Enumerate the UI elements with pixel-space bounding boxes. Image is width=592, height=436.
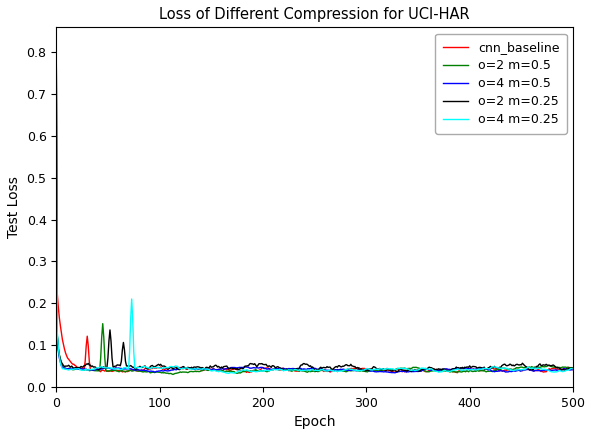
cnn_baseline [360, 366, 367, 371]
o=2 m=0.25 [298, 362, 305, 368]
o=2 m=0.25 [53, 37, 60, 42]
o=2 m=0.25 [477, 365, 484, 370]
o=4 m=0.5 [557, 368, 564, 373]
X-axis label: Epoch: Epoch [294, 415, 336, 429]
cnn_baseline [53, 276, 60, 281]
o=4 m=0.25 [568, 366, 575, 371]
cnn_baseline [477, 368, 484, 373]
o=4 m=0.25 [302, 368, 309, 373]
o=4 m=0.25 [226, 371, 233, 376]
Line: o=2 m=0.25: o=2 m=0.25 [56, 40, 572, 371]
o=2 m=0.5 [53, 37, 60, 42]
o=4 m=0.25 [299, 368, 306, 373]
cnn_baseline [298, 367, 305, 372]
o=4 m=0.25 [361, 368, 368, 373]
o=4 m=0.5 [568, 367, 575, 372]
o=2 m=0.25 [568, 365, 575, 371]
o=4 m=0.5 [477, 366, 484, 371]
Line: o=2 m=0.5: o=2 m=0.5 [56, 40, 572, 375]
o=4 m=0.5 [391, 370, 398, 375]
Line: o=4 m=0.5: o=4 m=0.5 [56, 40, 572, 373]
o=4 m=0.25 [333, 368, 340, 374]
o=2 m=0.25 [301, 361, 308, 366]
o=4 m=0.25 [477, 367, 484, 372]
o=4 m=0.5 [301, 366, 308, 371]
cnn_baseline [568, 367, 575, 372]
cnn_baseline [301, 367, 308, 372]
o=4 m=0.5 [332, 367, 339, 372]
o=4 m=0.5 [298, 366, 305, 371]
o=2 m=0.5 [568, 365, 575, 370]
cnn_baseline [453, 370, 461, 375]
o=4 m=0.25 [557, 368, 564, 374]
o=2 m=0.5 [302, 369, 309, 374]
o=2 m=0.25 [557, 366, 564, 371]
Line: o=4 m=0.25: o=4 m=0.25 [56, 40, 572, 373]
Line: cnn_baseline: cnn_baseline [56, 278, 572, 373]
o=4 m=0.25 [53, 37, 60, 42]
o=4 m=0.5 [53, 37, 60, 42]
cnn_baseline [332, 368, 339, 373]
Title: Loss of Different Compression for UCI-HAR: Loss of Different Compression for UCI-HA… [159, 7, 470, 22]
o=2 m=0.5 [333, 367, 340, 372]
cnn_baseline [557, 367, 564, 372]
o=2 m=0.5 [299, 368, 306, 373]
o=2 m=0.25 [392, 369, 400, 374]
o=2 m=0.5 [557, 365, 564, 370]
o=2 m=0.25 [332, 364, 339, 370]
o=4 m=0.5 [360, 367, 367, 372]
o=2 m=0.25 [360, 367, 367, 372]
o=2 m=0.5 [477, 368, 484, 373]
o=2 m=0.5 [169, 372, 176, 377]
o=2 m=0.5 [361, 368, 368, 374]
Y-axis label: Test Loss: Test Loss [7, 176, 21, 238]
Legend: cnn_baseline, o=2 m=0.5, o=4 m=0.5, o=2 m=0.25, o=4 m=0.25: cnn_baseline, o=2 m=0.5, o=4 m=0.5, o=2 … [435, 34, 567, 133]
